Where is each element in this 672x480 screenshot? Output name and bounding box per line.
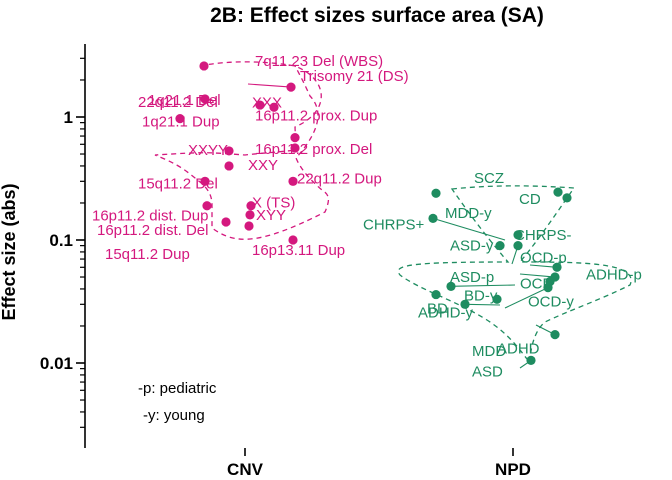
point-npd-chrps — [513, 230, 523, 240]
point-cnv-15q11-2-del — [200, 176, 210, 186]
point-cnv-x-ts — [246, 201, 256, 211]
label-cnv-16p11-2-prox-dup: 16p11.2 prox. Dup — [255, 108, 377, 125]
point-cnv-16p11-2-dist-del — [221, 217, 231, 227]
y-tick-label: 1 — [64, 108, 73, 127]
label-cnv-22q11-2-dup: 22q11.2 Dup — [297, 170, 382, 187]
point-cnv-16p13-11-dup — [288, 235, 298, 245]
point-npd-cd — [553, 187, 563, 197]
label-npd-mdd: MDD — [472, 343, 506, 360]
chart-title: 2B: Effect sizes surface area (SA) — [210, 4, 544, 27]
point-cnv-16p11-2-prox-dup — [290, 133, 300, 143]
label-npd-bd-y: BD-y — [464, 287, 498, 304]
point-npd-chrps — [428, 213, 438, 223]
y-tick-label: 0.01 — [40, 354, 73, 373]
y-tick-label: 0.1 — [49, 231, 73, 250]
label-cnv-xxy: XXY — [248, 157, 278, 174]
label-npd-scz: SCZ — [474, 170, 504, 187]
point-npd-adhd — [550, 330, 560, 340]
label-npd-adhd-p: ADHD-p — [586, 266, 642, 283]
label-npd-bd: BD — [427, 301, 448, 318]
violin-outlines — [154, 61, 632, 365]
point-cnv-trisomy-21-ds — [286, 82, 296, 92]
label-cnv-16p11-2-dist-dup: 16p11.2 dist. Dup — [92, 208, 208, 225]
label-cnv-xxyy: XXYY — [188, 142, 228, 159]
leader-trisomy-21-ds — [247, 83, 292, 88]
label-npd-ocd: OCD — [520, 275, 554, 292]
note-young: -y: young — [143, 407, 205, 424]
y-ticks: 1 0.1 0.01 — [40, 57, 85, 428]
point-cnv-1q21-1-dup — [175, 114, 185, 124]
note-pediatric: -p: pediatric — [138, 380, 217, 397]
label-cnv-xyy: XYY — [256, 207, 286, 224]
point-npd-scz — [431, 188, 441, 198]
label-npd-chrps: CHRPS+ — [363, 216, 425, 233]
point-cnv-22q11-2-del — [255, 100, 265, 110]
data-points — [175, 61, 572, 365]
label-npd-ocd-y: OCD-y — [528, 294, 574, 311]
x-category-cnv: CNV — [227, 460, 264, 479]
point-cnv-22q11-2-dup — [288, 176, 298, 186]
leader-adhd-y — [464, 303, 501, 306]
label-cnv-15q11-2-del: 15q11.2 Del — [138, 175, 218, 192]
label-npd-chrps: CHRPS- — [514, 227, 572, 244]
label-npd-adhd-y: ADHD-y — [418, 304, 473, 321]
point-npd-bd-y — [446, 281, 456, 291]
point-npd-adhd-p — [552, 262, 562, 272]
point-cnv-1q21-1-del — [200, 94, 210, 104]
label-cnv-xxx: XXX — [252, 94, 282, 111]
point-npd-ocd-y — [543, 283, 553, 293]
label-cnv-15q11-2-dup: 15q11.2 Dup — [105, 246, 190, 263]
point-cnv-xxx — [269, 102, 279, 112]
violin-cnv — [154, 61, 330, 240]
point-npd-bd — [431, 289, 441, 300]
label-cnv-22q11-2-del: 22q11.2 Del — [138, 94, 218, 111]
point-npd-mdd-y — [562, 193, 572, 203]
point-cnv-7q11-23-del-wbs — [199, 61, 209, 71]
label-npd-adhd: ADHD — [497, 341, 540, 358]
leader-asd-p — [519, 273, 556, 278]
point-npd-asd-y — [495, 241, 505, 251]
label-cnv-7q11-23-del-wbs: 7q11.23 Del (WBS) — [255, 53, 383, 70]
label-cnv-trisomy-21-ds: Trisomy 21 (DS) — [300, 68, 409, 85]
y-axis-label: Effect size (abs) — [0, 183, 19, 320]
point-npd-adhd-y — [460, 299, 470, 309]
point-labels: 7q11.23 Del (WBS)Trisomy 21 (DS) 1q21.1 D… — [92, 53, 642, 380]
label-cnv-1q21-1-dup: 1q21.1 Dup — [142, 114, 220, 131]
label-npd-ocd-p: OCD-p — [520, 250, 567, 267]
label-npd-asd-y: ASD-y — [450, 238, 494, 255]
x-category-npd: NPD — [495, 460, 531, 479]
label-cnv-16p11-2-dist-del: 16p11.2 dist. Del — [97, 222, 208, 239]
point-cnv-xxy — [224, 161, 234, 171]
leader-bd-y — [450, 284, 516, 287]
x-categories: CNV NPD — [227, 448, 531, 479]
point-npd-asd — [526, 355, 536, 365]
point-cnv-xxyy — [224, 146, 234, 156]
label-npd-cd: CD — [519, 191, 541, 208]
label-npd-asd: ASD — [472, 363, 503, 380]
label-cnv-16p13-11-dup: 16p13.11 Dup — [252, 242, 345, 259]
point-cnv-16p11-2-prox-del — [290, 143, 300, 153]
point-cnv-16p11-2-dist-dup — [202, 201, 212, 211]
point-cnv-15q11-2-dup — [244, 221, 254, 231]
point-cnv-xyy — [245, 210, 255, 220]
label-cnv-x-ts: X (TS) — [252, 195, 295, 212]
label-npd-asd-p: ASD-p — [450, 269, 494, 286]
label-cnv-16p11-2-prox-del: 16p11.2 prox. Del — [255, 141, 372, 158]
leader-ocd-y — [504, 287, 549, 309]
leader-chrps — [432, 217, 506, 241]
label-npd-mdd-y: MDD-y — [445, 205, 492, 222]
label-cnv-1q21-1-del: 1q21.1 Del — [148, 92, 221, 109]
point-npd-ocd-p — [513, 241, 523, 251]
point-npd-mdd — [492, 294, 502, 304]
